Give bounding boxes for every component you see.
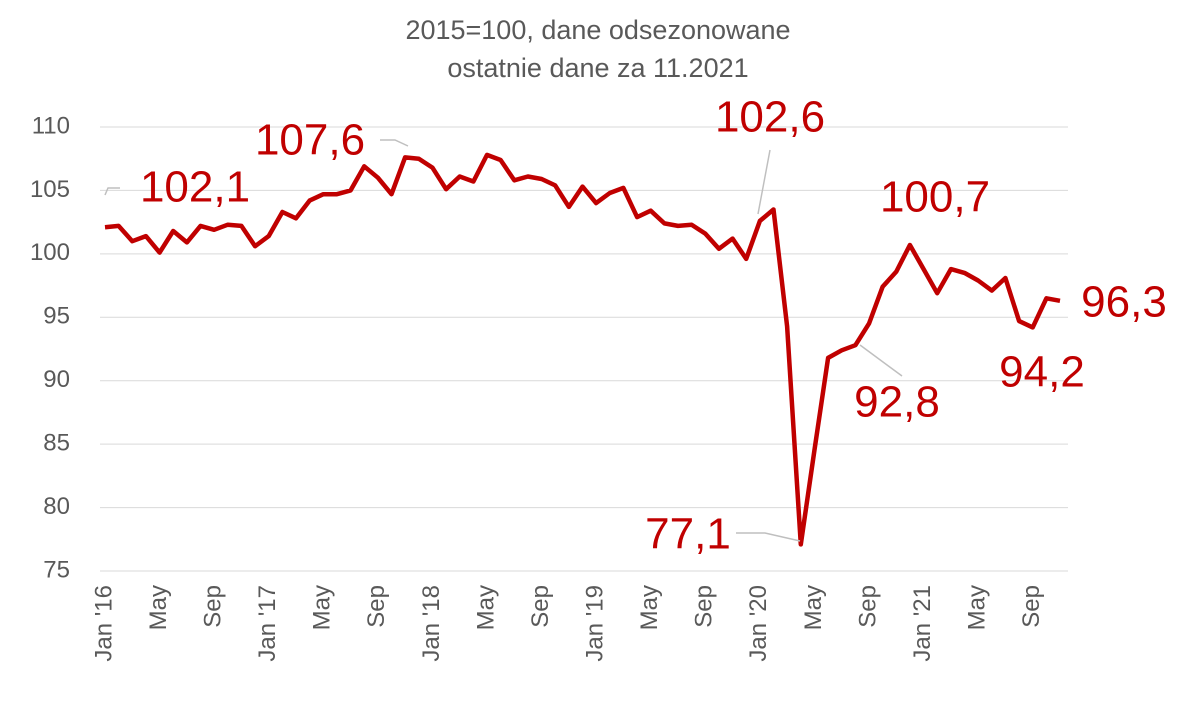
- y-tick-label: 80: [43, 493, 70, 520]
- x-tick-label: Sep: [854, 585, 881, 628]
- y-tick-label: 85: [43, 429, 70, 456]
- x-tick-label: May: [145, 585, 172, 630]
- x-tick-label: Jan '18: [418, 585, 445, 662]
- x-tick-label: Sep: [199, 585, 226, 628]
- leader-line: [104, 187, 120, 196]
- x-tick-label: Jan '20: [745, 585, 772, 662]
- x-tick-label: May: [800, 585, 827, 630]
- x-tick-label: Jan '16: [90, 585, 117, 662]
- y-tick-label: 75: [43, 556, 70, 583]
- chart-subtitle: ostatnie dane za 11.2021: [447, 53, 748, 83]
- data-label: 107,6: [255, 116, 365, 165]
- data-label: 100,7: [880, 173, 990, 222]
- x-tick-label: May: [472, 585, 499, 630]
- data-label: 77,1: [645, 510, 731, 559]
- y-tick-label: 105: [30, 176, 70, 203]
- leader-line: [859, 344, 903, 377]
- leader-line: [736, 532, 801, 542]
- data-label: 102,6: [715, 93, 825, 142]
- x-tick-label: May: [309, 585, 336, 630]
- x-tick-label: Sep: [1018, 585, 1045, 628]
- y-tick-label: 100: [30, 239, 70, 266]
- data-label: 96,3: [1081, 278, 1167, 327]
- x-tick-label: Sep: [363, 585, 390, 628]
- x-tick-label: Jan '19: [581, 585, 608, 662]
- data-label: 94,2: [999, 348, 1085, 397]
- leader-line: [380, 139, 409, 147]
- x-tick-label: Sep: [527, 585, 554, 628]
- leader-line: [757, 149, 771, 215]
- chart-title: 2015=100, dane odsezonowane: [405, 15, 790, 45]
- x-tick-label: May: [636, 585, 663, 630]
- y-tick-label: 110: [32, 112, 70, 139]
- x-tick-label: Jan '17: [254, 585, 281, 662]
- x-tick-label: Sep: [691, 585, 718, 628]
- y-tick-label: 95: [43, 303, 70, 330]
- x-tick-label: Jan '21: [909, 585, 936, 662]
- x-tick-label: May: [963, 585, 990, 630]
- data-label: 92,8: [854, 378, 940, 427]
- y-tick-label: 90: [43, 366, 70, 393]
- data-line: [104, 152, 1061, 547]
- data-label: 102,1: [140, 163, 250, 212]
